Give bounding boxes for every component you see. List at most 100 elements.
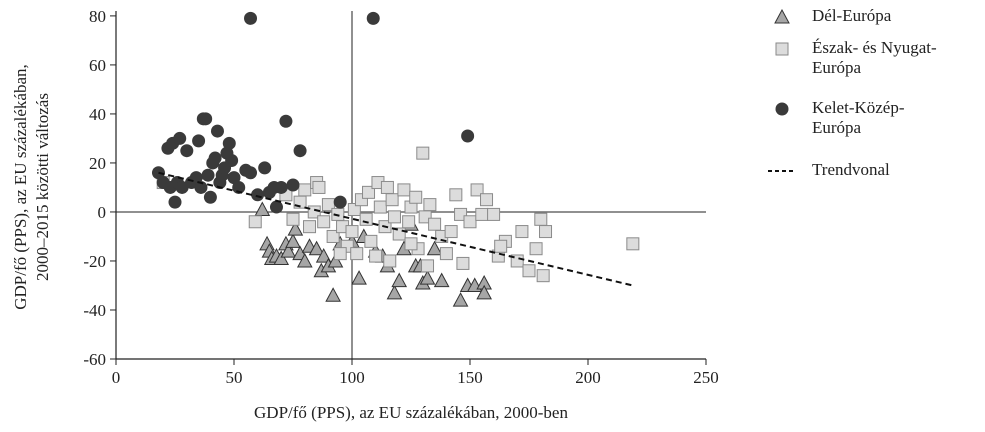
circle-marker xyxy=(168,195,182,209)
triangle-marker xyxy=(327,252,344,268)
legend-item: Dél-Európa xyxy=(766,6,981,26)
square-marker xyxy=(449,188,463,202)
square-marker xyxy=(522,264,536,278)
triangle-marker xyxy=(280,243,297,258)
square-marker xyxy=(298,183,312,197)
square-marker xyxy=(286,212,300,226)
square-marker xyxy=(347,203,361,217)
square-marker xyxy=(369,249,383,263)
circle-marker xyxy=(225,153,239,167)
square-marker xyxy=(345,225,359,239)
square-marker xyxy=(480,193,494,207)
x-tick-label: 0 xyxy=(112,368,121,387)
circle-marker xyxy=(210,124,224,138)
legend-label: Dél-Európa xyxy=(812,6,892,25)
triangle-marker xyxy=(308,240,325,256)
circle-marker xyxy=(173,131,187,145)
square-marker xyxy=(359,212,373,226)
square-marker xyxy=(404,237,418,251)
square-marker xyxy=(439,247,453,261)
x-tick-label: 150 xyxy=(457,368,483,387)
y-tick-label: 40 xyxy=(89,105,106,124)
legend-item: Kelet-Közép-Európa xyxy=(766,98,981,138)
chart: GDP/fő (PPS), az EU százalékában, 2000-b… xyxy=(11,7,719,422)
legend-icon xyxy=(768,170,796,172)
legend-item: Trendvonal xyxy=(766,160,981,180)
circle-marker xyxy=(366,11,380,25)
square-marker xyxy=(387,210,401,224)
circle-marker xyxy=(208,151,222,165)
y-tick-label: 20 xyxy=(89,154,106,173)
trend-line xyxy=(158,171,634,287)
circle-marker xyxy=(775,102,789,116)
square-marker xyxy=(428,217,442,231)
square-marker xyxy=(416,146,430,160)
triangle-marker xyxy=(452,292,469,307)
square-marker xyxy=(307,205,321,219)
square-marker xyxy=(475,207,489,221)
triangle-marker xyxy=(433,272,450,288)
square-marker xyxy=(470,183,484,197)
square-marker xyxy=(515,225,529,239)
circle-marker xyxy=(333,195,347,209)
square-marker xyxy=(444,225,458,239)
x-tick-label: 50 xyxy=(226,368,243,387)
y-tick-label: 0 xyxy=(98,203,107,222)
square-marker xyxy=(350,247,364,261)
y-tick-label: -60 xyxy=(83,350,106,369)
square-marker xyxy=(333,247,347,261)
x-axis-label: GDP/fő (PPS), az EU százalékában, 2000-b… xyxy=(254,403,568,422)
square-marker xyxy=(487,207,501,221)
y-axis-label: GDP/fő (PPS), az EU százalékában, xyxy=(11,64,30,310)
circle-marker xyxy=(194,180,208,194)
legend: Dél-Európa Észak- és Nyugat-Európa Kelet-K… xyxy=(766,6,981,192)
square-marker xyxy=(373,200,387,214)
square-marker xyxy=(303,220,317,234)
y-tick-label: -40 xyxy=(83,301,106,320)
square-marker xyxy=(326,229,340,243)
circle-marker xyxy=(192,134,206,148)
circle-marker xyxy=(244,166,258,180)
triangle-marker xyxy=(254,201,271,217)
circle-marker xyxy=(180,144,194,158)
square-marker xyxy=(494,239,508,253)
square-marker xyxy=(364,234,378,248)
legend-item: Észak- és Nyugat-Európa xyxy=(766,38,981,78)
square-marker xyxy=(397,183,411,197)
circle-marker xyxy=(201,168,215,182)
triangle-marker xyxy=(315,248,332,263)
square-marker xyxy=(317,215,331,229)
triangle-marker xyxy=(287,221,304,236)
square-marker xyxy=(385,193,399,207)
circle-marker xyxy=(279,114,293,128)
square-marker xyxy=(456,256,470,270)
x-tick-label: 100 xyxy=(339,368,365,387)
y-tick-label: -20 xyxy=(83,252,106,271)
square-marker xyxy=(421,259,435,273)
circle-marker xyxy=(244,11,258,25)
legend-icon xyxy=(775,42,789,56)
legend-label: Trendvonal xyxy=(812,160,890,179)
triangle-marker xyxy=(325,287,341,302)
triangle-marker xyxy=(386,284,403,300)
y-axis-label: 2000–2015 közötti változás xyxy=(33,93,52,281)
triangle-marker xyxy=(391,272,408,288)
triangle-marker xyxy=(774,9,790,24)
legend-icon xyxy=(774,9,790,24)
square-marker xyxy=(248,215,262,229)
circle-marker xyxy=(258,161,272,175)
square-marker xyxy=(529,242,543,256)
x-tick-label: 250 xyxy=(693,368,719,387)
triangle-marker xyxy=(426,240,443,256)
square-marker xyxy=(539,225,553,239)
triangle-marker xyxy=(296,252,313,268)
square-marker xyxy=(380,180,394,194)
x-tick-label: 200 xyxy=(575,368,601,387)
square-marker xyxy=(402,215,416,229)
legend-label: Észak- és Nyugat-Európa xyxy=(812,38,937,77)
square-marker xyxy=(626,237,640,251)
circle-marker xyxy=(269,200,283,214)
square-marker xyxy=(536,269,550,283)
square-marker xyxy=(383,254,397,268)
